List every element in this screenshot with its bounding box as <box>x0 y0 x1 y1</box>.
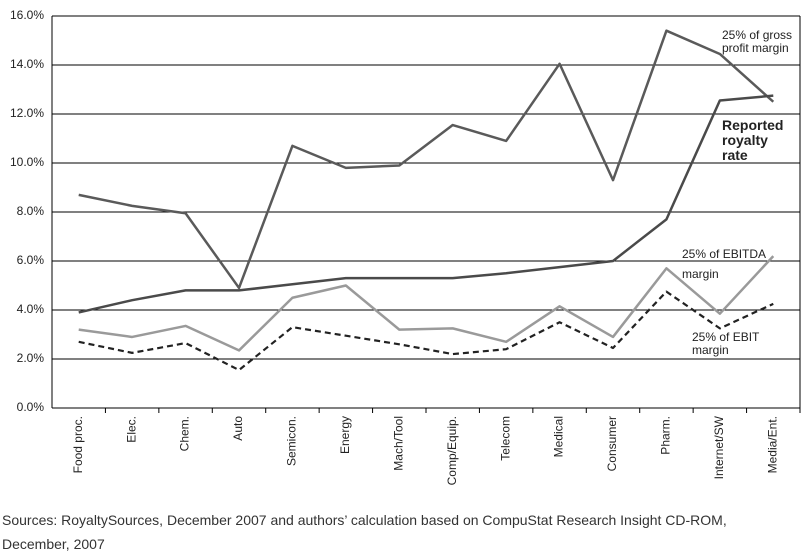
x-tick-label: Media/Ent. <box>765 416 779 473</box>
y-tick-label: 4.0% <box>17 302 45 316</box>
y-tick-label: 8.0% <box>17 204 45 218</box>
x-tick-label: Semicon. <box>285 416 299 466</box>
x-tick-label: Energy <box>338 416 352 454</box>
y-tick-label: 10.0% <box>10 155 44 169</box>
x-tick-label: Auto <box>231 416 245 441</box>
y-tick-label: 0.0% <box>17 400 45 414</box>
y-tick-label: 14.0% <box>10 57 44 71</box>
series-label: Reported royalty rate <box>722 117 784 163</box>
x-tick-label: Elec. <box>124 416 138 443</box>
source-note: Sources: RoyaltySources, December 2007 a… <box>2 512 727 552</box>
series-line <box>78 290 774 372</box>
y-tick-label: 16.0% <box>10 8 44 22</box>
x-tick-label: Medical <box>552 416 566 457</box>
series-line <box>78 94 774 314</box>
series-label: 25% of EBIT margin <box>692 330 760 357</box>
series-label: 25% of gross profit margin <box>722 28 793 55</box>
x-tick-label: Pharm. <box>659 416 673 455</box>
chart: 0.0% 2.0% 4.0% 6.0% 8.0% 10.0% 12.0% 14.0% 16.0%… <box>10 8 801 485</box>
x-tick-label: Food proc. <box>71 416 85 473</box>
y-tick-label: 12.0% <box>10 106 44 120</box>
x-tick-label: Mach/Tool <box>391 416 405 471</box>
y-tick-label: 2.0% <box>17 351 45 365</box>
x-tick-label: Internet/SW <box>712 415 726 479</box>
series-label: 25% of EBITDA margin <box>682 247 766 281</box>
series-line <box>78 29 775 290</box>
y-tick-label: 6.0% <box>17 253 45 267</box>
x-tick-label: Comp/Equip. <box>445 416 459 485</box>
x-tick-label: Telecom <box>498 416 512 461</box>
series-line <box>78 255 775 352</box>
x-tick-label: Chem. <box>178 416 192 451</box>
x-tick-label: Consumer <box>605 416 619 471</box>
